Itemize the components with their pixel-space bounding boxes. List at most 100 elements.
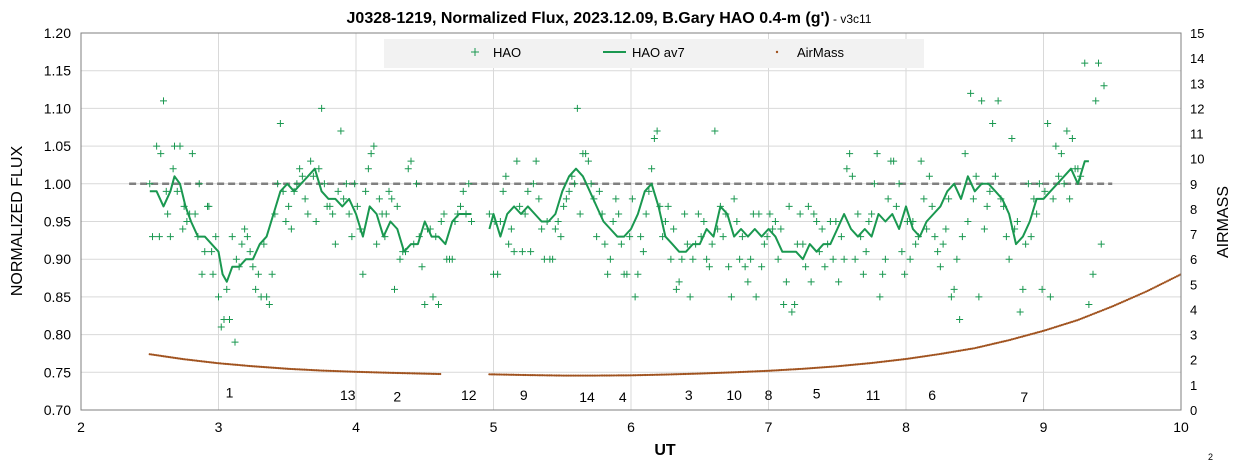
airmass-point (311, 369, 315, 372)
airmass-point (543, 374, 546, 377)
airmass-point (560, 374, 563, 377)
airmass-point (317, 369, 320, 372)
airmass-point (881, 360, 885, 363)
hao-point (664, 202, 672, 210)
hao-point (396, 255, 404, 263)
hao-point (969, 195, 977, 203)
hao-point (1057, 150, 1065, 158)
x-tick-label: 3 (215, 419, 223, 435)
hao-point (268, 270, 276, 278)
airmass-point (952, 350, 955, 353)
airmass-point (924, 354, 928, 358)
airmass-point (658, 373, 661, 376)
hao-point (228, 233, 236, 241)
airmass-point (520, 373, 524, 377)
hao-point (708, 240, 716, 248)
airmass-point (1110, 305, 1113, 308)
hao-point (513, 157, 521, 165)
hao-point (719, 233, 727, 241)
airmass-point (262, 365, 265, 369)
hao-point (799, 240, 807, 248)
hao-point (499, 187, 507, 195)
hao-point (648, 165, 656, 173)
airmass-point (160, 354, 163, 358)
y2-tick-label: 13 (1190, 76, 1204, 91)
airmass-point (330, 369, 334, 373)
airmass-point (348, 370, 351, 373)
airmass-point (512, 373, 515, 376)
airmass-point (665, 373, 668, 376)
airmass-point (368, 371, 371, 374)
hao-point (437, 218, 445, 225)
airmass-point (203, 360, 206, 363)
airmass-point (608, 374, 611, 377)
y2-tick-label: 7 (1190, 227, 1197, 242)
airmass-point (250, 365, 253, 368)
airmass-point (933, 353, 936, 356)
airmass-point (758, 370, 761, 373)
airmass-point (1046, 328, 1050, 331)
hao-point (1005, 255, 1013, 263)
hao-point (293, 180, 301, 188)
hao-point (393, 202, 401, 210)
hao-point (873, 150, 881, 158)
hao-point (205, 202, 213, 210)
airmass-point (742, 370, 745, 373)
hao-point (777, 225, 785, 233)
airmass-point (1165, 280, 1168, 283)
hao-point (763, 233, 771, 241)
hao-point (149, 233, 156, 241)
airmass-point (1170, 277, 1173, 280)
airmass-point (945, 351, 948, 355)
airmass-point (692, 372, 696, 375)
airmass-point (694, 372, 697, 375)
hao-point (953, 255, 961, 263)
airmass-point (624, 374, 627, 377)
hao-point (301, 195, 309, 203)
airmass-point (974, 346, 977, 350)
airmass-point (598, 374, 601, 377)
airmass-point (212, 361, 215, 364)
hao-point (337, 127, 345, 135)
annotation-label: 3 (685, 387, 693, 403)
hao-point (895, 180, 903, 188)
airmass-point (399, 371, 402, 375)
airmass-point (231, 363, 234, 366)
airmass-point (893, 359, 897, 362)
hao-point (252, 285, 260, 293)
hao-point (626, 233, 634, 241)
airmass-point (697, 372, 701, 375)
airmass-point (406, 372, 409, 375)
airmass-point (804, 367, 807, 370)
hao-point (276, 119, 284, 127)
hao-point (705, 263, 713, 271)
hao-point (554, 218, 562, 225)
airmass-point (651, 373, 654, 376)
hao-point (972, 172, 980, 180)
airmass-point (1052, 326, 1055, 329)
hao-point (766, 210, 774, 218)
airmass-point (845, 364, 848, 367)
airmass-point (1062, 323, 1065, 326)
airmass-point (337, 370, 340, 373)
airmass-point (960, 349, 964, 352)
airmass-point (557, 374, 560, 377)
airmass-point (1077, 318, 1081, 321)
airmass-point (150, 353, 153, 356)
airmass-point (1067, 321, 1070, 325)
airmass-point (546, 374, 549, 377)
hao-point (351, 180, 359, 188)
airmass-point (771, 369, 775, 372)
airmass-point (1119, 301, 1122, 305)
airmass-point (986, 344, 989, 347)
airmass-point (701, 372, 704, 375)
airmass-point (210, 361, 213, 364)
hao-point (892, 202, 900, 210)
airmass-point (207, 360, 210, 364)
x-tick-label: 9 (1040, 419, 1048, 435)
airmass-point (308, 368, 311, 372)
hao-point (1081, 59, 1089, 67)
annotation-label: 5 (813, 385, 821, 401)
airmass-point (1038, 330, 1041, 334)
annotation-label: 12 (461, 387, 477, 403)
